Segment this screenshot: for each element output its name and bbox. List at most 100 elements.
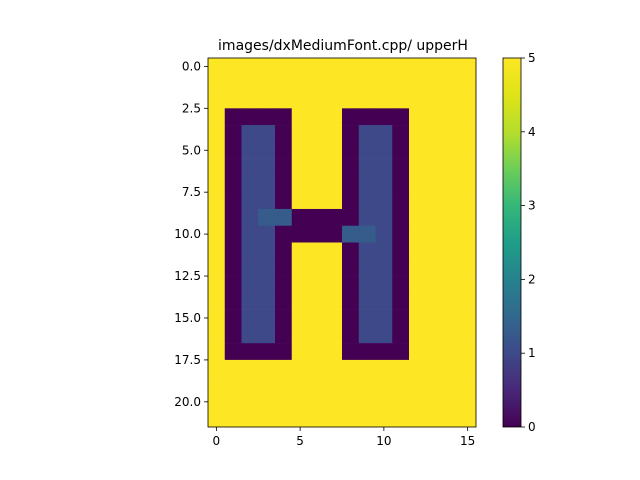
heatmap-cell	[358, 192, 376, 210]
heatmap-cell	[358, 343, 376, 361]
heatmap-cell	[375, 192, 393, 210]
heatmap-cell	[275, 292, 293, 310]
heatmap-cell	[459, 292, 477, 310]
heatmap-cell	[258, 326, 276, 344]
heatmap-cell	[409, 309, 427, 327]
heatmap-cell	[241, 359, 259, 377]
heatmap-cell	[275, 192, 293, 210]
heatmap-cell	[342, 259, 360, 277]
heatmap-cell	[208, 276, 226, 294]
heatmap-cell	[275, 242, 293, 260]
heatmap-cell	[275, 108, 293, 126]
heatmap-cell	[358, 410, 376, 428]
heatmap-cell	[258, 91, 276, 109]
heatmap-cell	[241, 108, 259, 126]
heatmap-cell	[291, 276, 309, 294]
heatmap-cell	[291, 259, 309, 277]
heatmap-cell	[275, 343, 293, 361]
x-tick-label: 10	[376, 434, 391, 448]
heatmap-cell	[275, 359, 293, 377]
heatmap-cell	[459, 343, 477, 361]
colorbar	[502, 57, 522, 428]
heatmap-cell	[375, 225, 393, 243]
heatmap-cell	[325, 276, 343, 294]
heatmap-cell	[308, 192, 326, 210]
heatmap-cell	[208, 125, 226, 143]
heatmap-cell	[241, 292, 259, 310]
heatmap-cell	[258, 410, 276, 428]
y-tick-label: 5.0	[182, 143, 201, 157]
heatmap-cell	[342, 125, 360, 143]
heatmap-cell	[442, 309, 460, 327]
heatmap-cell	[342, 91, 360, 109]
heatmap-cells	[208, 58, 477, 428]
heatmap-cell	[358, 359, 376, 377]
heatmap-cell	[224, 410, 242, 428]
heatmap-cell	[291, 158, 309, 176]
heatmap-cell	[375, 326, 393, 344]
heatmap-cell	[392, 74, 410, 92]
heatmap-cell	[258, 259, 276, 277]
heatmap-cell	[325, 141, 343, 159]
heatmap-cell	[409, 276, 427, 294]
heatmap-cell	[308, 292, 326, 310]
heatmap-cell	[442, 410, 460, 428]
heatmap-cell	[425, 326, 443, 344]
heatmap-cell	[308, 225, 326, 243]
heatmap-cell	[308, 259, 326, 277]
heatmap-cell	[392, 242, 410, 260]
heatmap-cell	[409, 74, 427, 92]
heatmap-cell	[425, 91, 443, 109]
heatmap-cell	[425, 108, 443, 126]
heatmap-cell	[258, 309, 276, 327]
heatmap-cell	[409, 175, 427, 193]
heatmap-cell	[375, 108, 393, 126]
heatmap-cell	[392, 359, 410, 377]
heatmap-cell	[358, 225, 376, 243]
heatmap-cell	[325, 125, 343, 143]
heatmap-cell	[275, 309, 293, 327]
heatmap-cell	[208, 343, 226, 361]
heatmap-cell	[342, 141, 360, 159]
heatmap-cell	[325, 108, 343, 126]
heatmap-cell	[409, 192, 427, 210]
heatmap-cell	[241, 242, 259, 260]
heatmap-cell	[224, 259, 242, 277]
heatmap-cell	[342, 343, 360, 361]
heatmap-cell	[392, 225, 410, 243]
heatmap-cell	[375, 141, 393, 159]
heatmap-cell	[224, 225, 242, 243]
heatmap-cell	[425, 141, 443, 159]
heatmap-cell	[459, 242, 477, 260]
heatmap-cell	[442, 108, 460, 126]
heatmap-cell	[291, 175, 309, 193]
heatmap-cell	[208, 108, 226, 126]
colorbar-tick-label: 0	[528, 420, 536, 434]
heatmap-cell	[208, 192, 226, 210]
heatmap-cell	[358, 108, 376, 126]
heatmap-cell	[375, 58, 393, 76]
heatmap-cell	[409, 259, 427, 277]
heatmap-cell	[291, 376, 309, 394]
heatmap-cell	[325, 225, 343, 243]
heatmap-cell	[342, 292, 360, 310]
heatmap-cell	[375, 410, 393, 428]
heatmap-cell	[425, 158, 443, 176]
heatmap-cell	[392, 91, 410, 109]
heatmap-cell	[224, 192, 242, 210]
heatmap-cell	[258, 292, 276, 310]
heatmap-cell	[308, 276, 326, 294]
heatmap-cell	[208, 175, 226, 193]
heatmap-cell	[258, 175, 276, 193]
heatmap-cell	[275, 326, 293, 344]
heatmap-cell	[291, 58, 309, 76]
heatmap-cell	[358, 292, 376, 310]
heatmap-cell	[358, 393, 376, 411]
heatmap-cell	[392, 292, 410, 310]
heatmap-cell	[342, 58, 360, 76]
heatmap-cell	[459, 125, 477, 143]
heatmap-cell	[392, 208, 410, 227]
heatmap-cell	[325, 192, 343, 210]
heatmap-cell	[258, 225, 276, 243]
heatmap-cell	[291, 292, 309, 310]
